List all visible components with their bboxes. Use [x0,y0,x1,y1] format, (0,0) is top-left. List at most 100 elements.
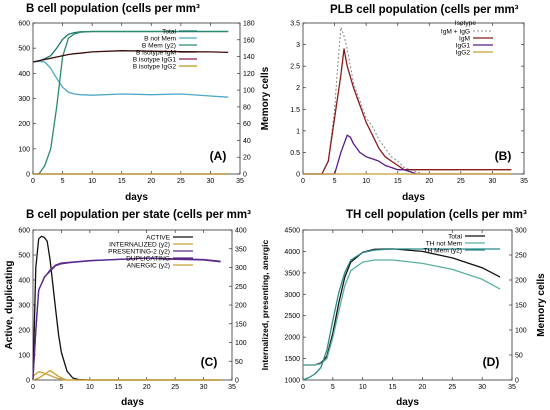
chart-title: B cell population per state (cells per m… [26,209,251,221]
y-tick-label: 400 [18,71,30,78]
x-tick-label: 30 [207,178,215,185]
x-tick-label: 10 [86,384,94,391]
y-tick-label: 500 [18,46,30,53]
y-tick-label: 0 [26,172,30,179]
series-line-3 [32,257,221,381]
y-tick-label: 1500 [284,356,300,363]
chart-title: B cell population (cells per mm³ [26,3,200,15]
legend-entry-3: IgG2 [456,49,493,56]
x-tick-label: 35 [228,384,236,391]
y-tick-label: 3.5 [290,21,300,28]
plot-frame [302,229,513,381]
series-line-2 [32,257,221,377]
y2-tick-label: 40 [243,138,251,145]
legend-entry-2: PRESENTING-2 (y2) [108,248,193,255]
y2-axis-label: Internalized, presenting, anergic [260,240,270,371]
x-tick-label: 10 [359,384,367,391]
y-tick-label: 100 [18,353,30,360]
y-tick-label: 400 [18,278,30,285]
x-tick-label: 20 [147,178,155,185]
x-tick-label: 25 [177,178,185,185]
legend-entry-4: B isotype IgG1 [133,56,197,63]
series-line-4 [32,369,221,381]
y2-tick-label: 100 [235,340,247,347]
y-tick-label: 600 [18,228,30,235]
y-tick-label: 4000 [284,249,300,256]
series-line-1 [303,48,512,175]
y-tick-label: 200 [18,121,30,128]
x-tick-label: 30 [478,384,486,391]
legend-entry-5: B isotype IgG2 [133,63,197,70]
y2-axis-label: Memory cells [536,273,547,337]
chart-title: PLB cell population (cells per mm³ [330,4,519,16]
y-tick-label: 2500 [284,313,300,320]
legend-label: IgM [459,35,470,42]
y-tick-label: 600 [18,21,30,28]
plot-frame [302,22,525,175]
x-tick-label: 25 [457,178,465,185]
y-tick-label: 3 [296,42,300,49]
y2-tick-label: 400 [235,228,247,235]
y-tick-label: 2 [296,85,300,92]
x-tick-label: 35 [508,384,516,391]
y-tick-label: 1 [296,128,300,135]
legend-label: DUPLICATING [126,255,170,262]
x-axis-label: days [396,397,419,408]
panel-0: B cell population (cells per mm³ 0 5 10 15 20… [18,3,271,203]
y2-tick-label: 150 [235,321,247,328]
series-line-1 [32,60,229,98]
y2-tick-label: 250 [515,253,527,260]
y2-tick-label: 300 [235,265,247,272]
y-tick-label: 0 [26,378,30,385]
legend-label: B isotype IgG1 [133,56,177,63]
x-tick-label: 0 [301,384,305,391]
y2-tick-label: 80 [243,104,251,111]
y2-tick-label: 350 [235,246,247,253]
y-tick-label: 100 [18,146,30,153]
x-tick-label: 15 [118,178,126,185]
y2-tick-label: 160 [243,37,255,44]
legend-entry-4: ANERGIC (y2) [127,262,193,269]
legend-entry-3: B isotype IgM [136,49,197,56]
x-tick-label: 15 [394,178,402,185]
x-tick-label: 35 [520,178,528,185]
y2-tick-label: 50 [515,353,523,360]
series-line-0 [303,26,512,175]
legend-label: IgG2 [456,49,471,56]
y-tick-label: 0 [296,172,300,179]
legend-entry-3: DUPLICATING [126,255,193,262]
legend-label: INTERNALIZED (y2) [109,241,170,248]
legend-label: ANERGIC (y2) [127,262,170,269]
x-tick-label: 0 [301,178,305,185]
legend-label: TH Mem (y2) [424,247,462,254]
x-tick-label: 0 [31,384,35,391]
series-line-2 [33,30,229,175]
legend-entry-2: TH Mem (y2) [424,247,485,254]
x-tick-label: 20 [143,384,151,391]
legend-label: TH not Mem [426,240,463,247]
panel-3: TH cell population (cells per mm³ 0 5 10 15 2… [284,209,547,408]
y2-tick-label: 300 [515,228,527,235]
x-axis-label: days [121,397,144,408]
legend-entry-1: IgM [459,35,493,42]
y-tick-label: 300 [18,96,30,103]
y2-tick-label: 0 [243,172,247,179]
legend-title: Isotype [455,20,477,27]
series-line-2 [302,248,501,381]
legend-entry-0: IgM + IgG [441,28,493,35]
x-tick-label: 15 [389,384,397,391]
panel-2: B cell population per state (cells per m… [4,209,270,408]
y-tick-label: 4500 [284,228,300,235]
legend-entry-0: Total [162,28,197,35]
legend-entry-1: TH not Mem [426,240,485,247]
y-tick-label: 200 [18,328,30,335]
series-line-0 [32,235,221,381]
y2-tick-label: 100 [243,88,255,95]
y2-tick-label: 200 [515,278,527,285]
y-tick-label: 500 [18,253,30,260]
legend-entry-1: INTERNALIZED (y2) [109,241,193,248]
x-tick-label: 25 [171,384,179,391]
legend-entry-0: ACTIVE [146,234,193,241]
x-tick-label: 30 [200,384,208,391]
